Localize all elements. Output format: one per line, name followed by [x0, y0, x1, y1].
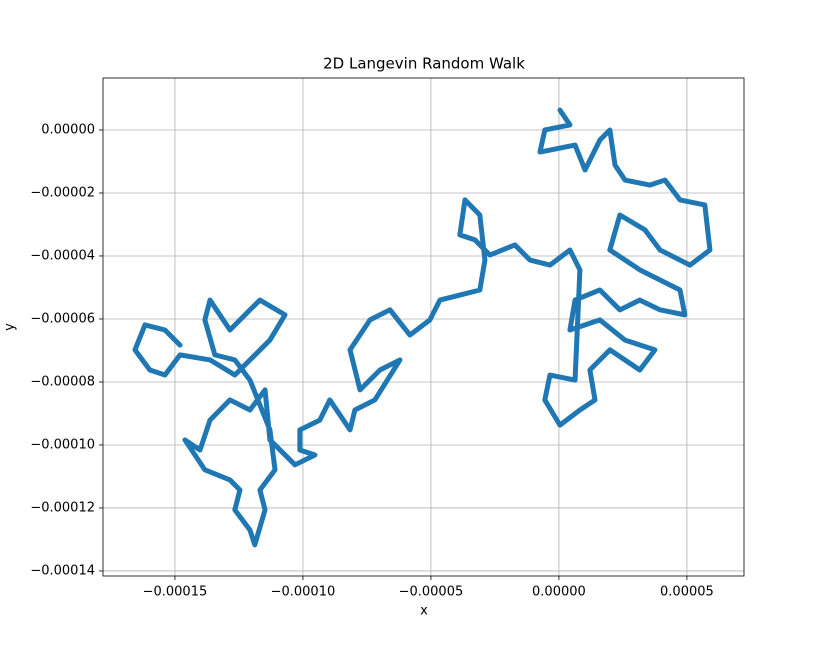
walk-line: [132, 107, 713, 548]
y-tick-label: −0.00012: [30, 500, 95, 515]
chart-title: 2D Langevin Random Walk: [323, 55, 525, 73]
y-tick-label: −0.00004: [30, 248, 95, 263]
y-tick-label: −0.00014: [30, 563, 95, 578]
y-tick-label: −0.00010: [30, 437, 95, 452]
x-axis-label: x: [420, 604, 428, 619]
x-tick-label: −0.00010: [271, 585, 336, 600]
x-tick-label: 0.00005: [660, 585, 714, 600]
y-tick-label: −0.00002: [30, 185, 95, 200]
axes-frame: [102, 77, 745, 577]
plot-area: [132, 107, 713, 548]
grid: [103, 78, 744, 576]
x-tick-label: −0.00015: [143, 585, 208, 600]
y-tick-label: −0.00008: [30, 374, 95, 389]
x-tick-label: 0.00000: [532, 585, 586, 600]
x-tick-label: −0.00005: [399, 585, 464, 600]
y-tick-label: 0.00000: [41, 122, 95, 137]
y-axis-label: y: [3, 323, 18, 331]
y-tick-label: −0.00006: [30, 311, 95, 326]
